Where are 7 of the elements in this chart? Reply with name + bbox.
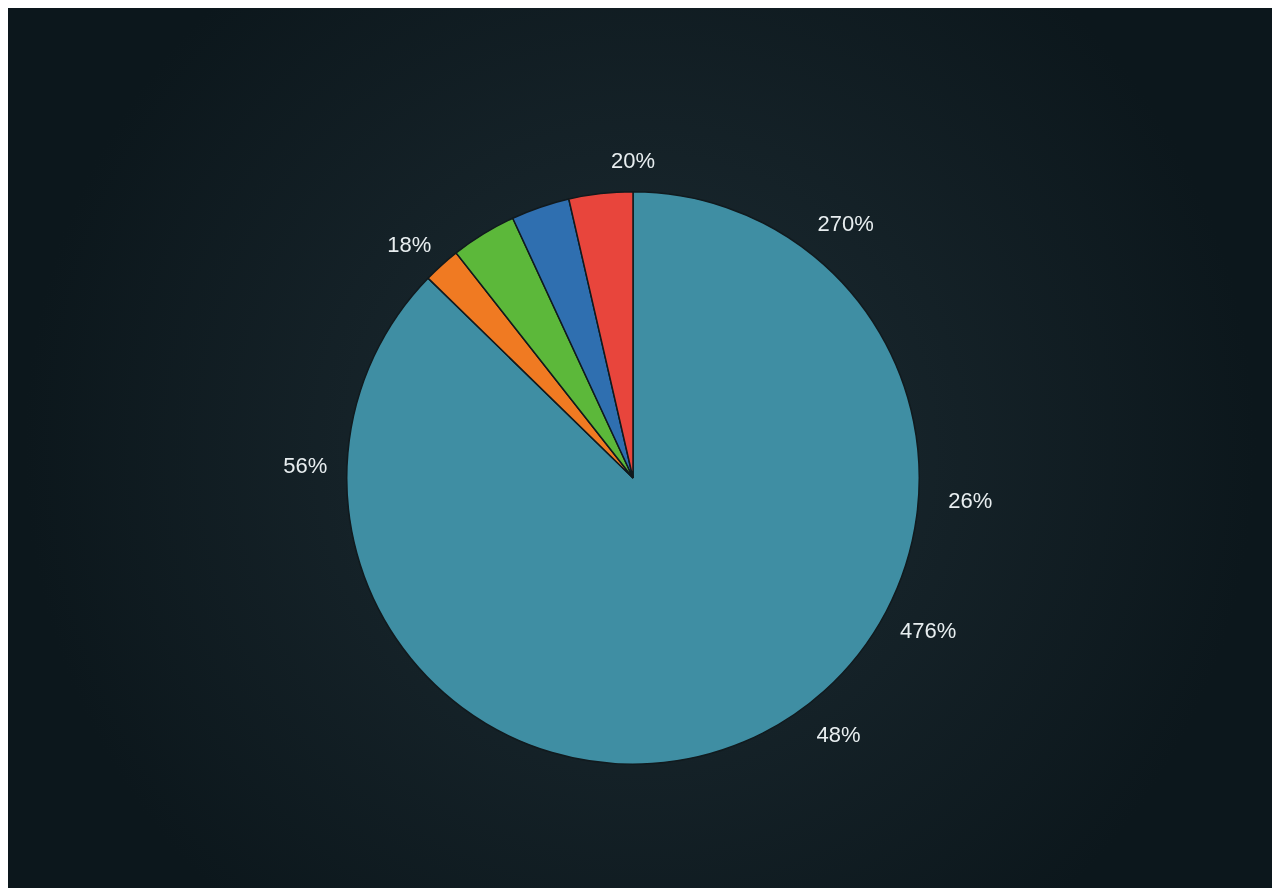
text: 48% xyxy=(816,722,861,748)
text: 26% xyxy=(948,487,993,513)
text: 20% xyxy=(610,148,656,174)
text: 270% xyxy=(817,210,874,236)
text: 18% xyxy=(387,232,432,258)
text: 476% xyxy=(899,618,957,644)
text: 56% xyxy=(283,452,328,478)
